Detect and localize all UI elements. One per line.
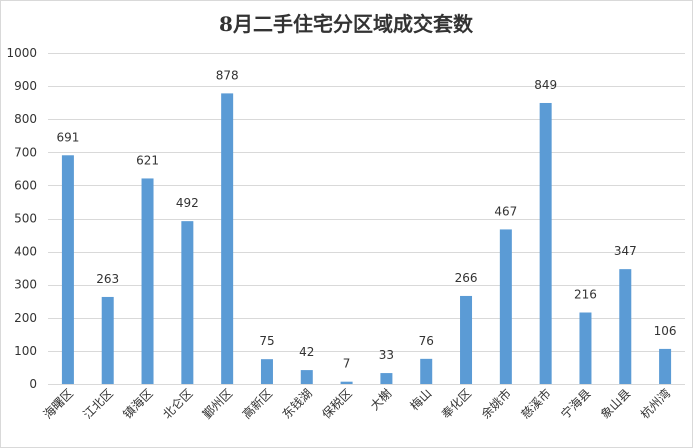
data-label: 621 [136, 153, 159, 167]
bar [420, 358, 433, 384]
data-label: 75 [259, 334, 274, 348]
data-label: 347 [614, 244, 637, 258]
data-label: 42 [299, 345, 314, 359]
data-label: 492 [176, 196, 199, 210]
y-axis-ticks: 0 100 200 300 400 500 600 700 800 900 1000 [6, 46, 37, 391]
data-label: 216 [574, 288, 597, 302]
y-tick-label: 400 [14, 245, 37, 259]
bar [340, 381, 353, 384]
y-tick-label: 300 [14, 278, 37, 292]
bar [579, 312, 592, 384]
bar [539, 102, 552, 384]
bar [460, 295, 473, 384]
data-label: 263 [96, 272, 119, 286]
bar [101, 296, 114, 384]
data-label: 691 [56, 130, 79, 144]
data-labels: 691 263 621 492 878 75 42 7 33 76 266 467 849 216 347 1… [56, 68, 676, 370]
data-label: 467 [494, 204, 517, 218]
y-tick-label: 700 [14, 145, 37, 159]
bar [221, 93, 234, 384]
bar [260, 359, 273, 384]
data-label: 76 [419, 334, 434, 348]
data-label: 7 [343, 357, 351, 371]
bar [499, 229, 512, 384]
bars [61, 93, 672, 384]
bar [300, 370, 313, 384]
bar [181, 221, 194, 384]
y-tick-label: 800 [14, 112, 37, 126]
bar [380, 373, 393, 384]
y-tick-label: 1000 [6, 46, 37, 60]
y-tick-label: 100 [14, 344, 37, 358]
data-label: 849 [534, 78, 557, 92]
gridlines [48, 53, 685, 385]
y-tick-label: 0 [29, 377, 37, 391]
data-label: 266 [455, 271, 478, 285]
bar [619, 269, 632, 384]
y-tick-label: 500 [14, 212, 37, 226]
y-tick-label: 900 [14, 79, 37, 93]
data-label: 33 [379, 348, 394, 362]
y-tick-label: 200 [14, 311, 37, 325]
bar [141, 178, 154, 384]
chart-title: 8月二手住宅分区域成交套数 [219, 12, 474, 36]
y-tick-label: 600 [14, 178, 37, 192]
data-label: 878 [216, 68, 239, 82]
bar [61, 155, 74, 384]
data-label: 106 [654, 324, 677, 338]
bar [659, 348, 672, 384]
